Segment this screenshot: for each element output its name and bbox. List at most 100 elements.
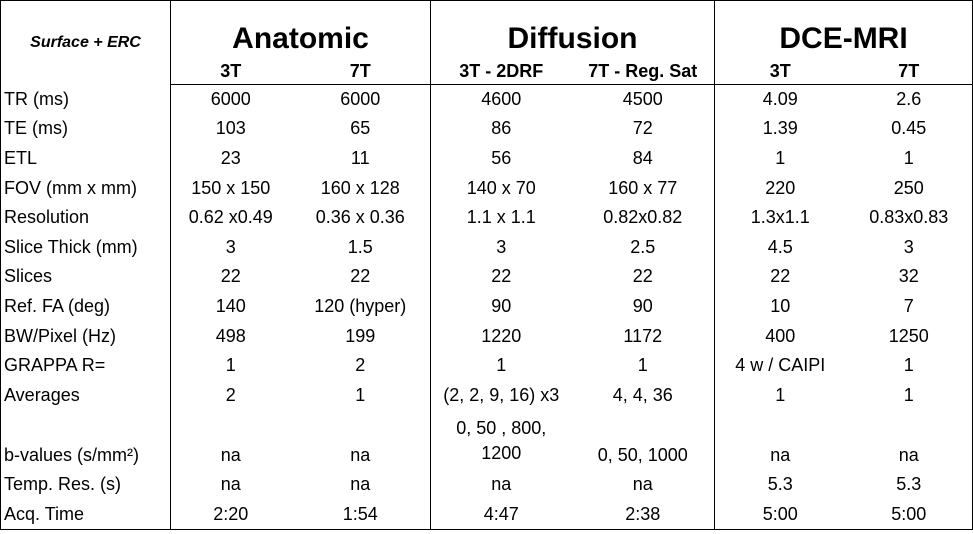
- cell-text: 22: [350, 266, 371, 287]
- cell: 3: [430, 232, 572, 263]
- cell-text: 0, 50 , 800, 1200: [456, 418, 547, 464]
- row-label: ETL: [0, 143, 171, 174]
- column-header: 3T: [714, 58, 846, 85]
- cell: 5:00: [714, 499, 846, 530]
- group-header: DCE-MRI: [714, 0, 973, 58]
- cell: 11: [291, 144, 431, 174]
- cell-text: 7T: [349, 60, 371, 81]
- table-row: BW/Pixel (Hz) 498 199 1220 1172 400 1250: [0, 321, 973, 351]
- cell: 1172: [572, 321, 715, 351]
- cell-text: 4 w / CAIPI: [735, 355, 826, 376]
- row-label: Slice Thick (mm): [0, 232, 171, 263]
- cell: 22: [572, 262, 715, 292]
- cell: 5.3: [714, 470, 846, 500]
- cell: 2:20: [170, 499, 291, 530]
- cell: 4600: [430, 84, 572, 115]
- cell-text: 4.09: [762, 89, 798, 110]
- cell-text: 11: [350, 147, 370, 168]
- cell-text: 56: [491, 147, 512, 168]
- row-label: Ref. FA (deg): [0, 291, 171, 322]
- cell-text: b-values (s/mm²): [4, 445, 140, 466]
- table-row: Ref. FA (deg) 140 120 (hyper) 90 90 10 7: [0, 291, 973, 322]
- row-label: Acq. Time: [0, 499, 171, 530]
- cell-text: Acq. Time: [4, 503, 85, 524]
- table-row: Slice Thick (mm) 3 1.5 3 2.5 4.5 3: [0, 232, 973, 263]
- cell: 56: [430, 143, 572, 174]
- cell-text: TE (ms): [4, 118, 68, 139]
- cell-text: 7T: [898, 60, 920, 81]
- cell-text: Ref. FA (deg): [4, 295, 111, 316]
- cell: 5.3: [846, 470, 973, 500]
- cell: 86: [430, 114, 572, 144]
- table-row: FOV (mm x mm) 150 x 150 160 x 128 140 x 70 1…: [0, 173, 973, 203]
- cell: 22: [291, 262, 431, 292]
- cell-text: 4500: [622, 89, 663, 110]
- cell-text: Averages: [4, 384, 80, 405]
- cell-text: 22: [770, 266, 791, 287]
- cell: 2: [170, 380, 291, 411]
- cell: 400: [714, 321, 846, 351]
- cell: 1: [714, 143, 846, 174]
- cell-text: 250: [893, 177, 924, 198]
- cell-text: Resolution: [4, 207, 90, 228]
- cell-text: na: [491, 474, 512, 495]
- cell-text: 7T - Reg. Sat: [588, 60, 698, 81]
- group-header: Anatomic: [232, 22, 369, 55]
- cell: 84: [572, 144, 715, 174]
- cell-text: 72: [632, 118, 653, 139]
- cell-text: 3: [903, 236, 914, 257]
- cell-text: 0.82x0.82: [603, 207, 683, 228]
- table-row: b-values (s/mm²) na na 0, 50 , 800, 1200 0, …: [0, 410, 973, 471]
- cell: na: [714, 410, 846, 471]
- cell-text: 2.5: [630, 236, 656, 257]
- cell-text: 103: [215, 118, 246, 139]
- cell-text: 0.83x0.83: [869, 207, 949, 228]
- column-header: 3T: [170, 58, 291, 85]
- cell: 220: [714, 173, 846, 203]
- cell-text: 1: [775, 147, 786, 168]
- cell: 199: [291, 321, 431, 351]
- cell: 1: [846, 144, 973, 174]
- cell-text: 1: [225, 355, 236, 376]
- cell: 1220: [430, 321, 572, 351]
- cell-text: 1.39: [762, 118, 798, 139]
- cell-text: 3: [225, 236, 236, 257]
- table-row: Temp. Res. (s) na na na na 5.3 5.3: [0, 470, 973, 500]
- cell-text: 150 x 150: [191, 177, 271, 198]
- cell-text: 1:54: [342, 503, 378, 524]
- cell-text: na: [220, 474, 241, 495]
- cell-text: Slice Thick (mm): [4, 236, 138, 257]
- row-label: TE (ms): [0, 114, 171, 144]
- row-label: Temp. Res. (s): [0, 470, 171, 500]
- cell: 498: [170, 321, 291, 351]
- cell: 1.1 x 1.1: [430, 202, 572, 233]
- cell: 1: [846, 380, 973, 410]
- cell-text: 86: [491, 118, 512, 139]
- cell: 4500: [572, 85, 715, 115]
- cell-text: 23: [220, 147, 241, 168]
- table-row: TR (ms) 6000 6000 4600 4500 4.09 2.6: [0, 84, 973, 115]
- row-label: BW/Pixel (Hz): [0, 321, 171, 351]
- cell: 22: [430, 262, 572, 292]
- row-label: FOV (mm x mm): [0, 173, 171, 203]
- cell: 22: [714, 262, 846, 292]
- cell: na: [170, 410, 291, 471]
- row-label: Averages: [0, 380, 171, 411]
- cell-text: 65: [350, 118, 371, 139]
- cell-text: 1.3x1.1: [750, 207, 810, 228]
- cell-text: 1: [903, 355, 914, 376]
- cell: 0, 50 , 800, 1200: [430, 410, 572, 471]
- cell-text: Temp. Res. (s): [4, 474, 122, 495]
- cell-text: TR (ms): [4, 88, 69, 109]
- cell-text: 32: [898, 266, 919, 287]
- cell-text: 2.6: [896, 89, 922, 110]
- cell-text: 160 x 128: [320, 177, 400, 198]
- cell: 250: [846, 173, 973, 203]
- cell-text: 498: [215, 325, 246, 346]
- row-label: TR (ms): [0, 84, 171, 115]
- cell: 90: [572, 292, 715, 322]
- row-label: b-values (s/mm²): [0, 410, 171, 471]
- cell: 1: [291, 380, 431, 410]
- cell-text: 0.62 x0.49: [188, 207, 273, 228]
- cell-text: 220: [765, 177, 796, 198]
